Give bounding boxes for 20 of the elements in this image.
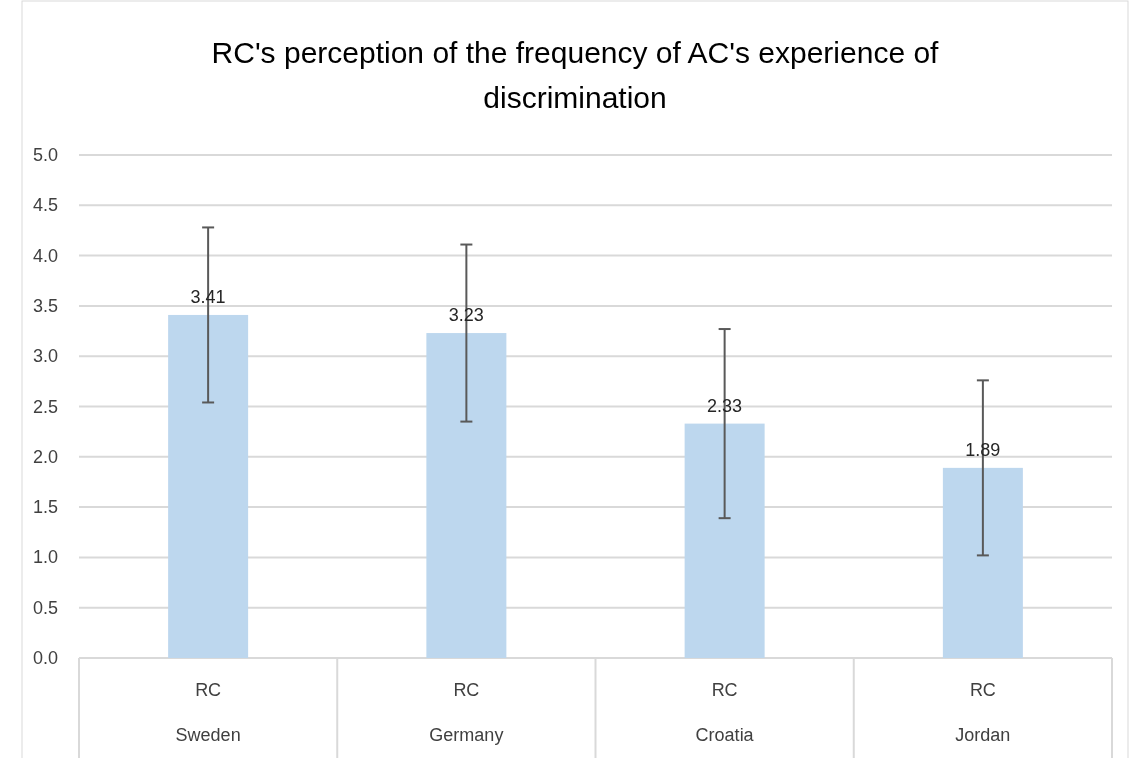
category-label: RC Sweden bbox=[175, 680, 241, 745]
y-tick-label: 3.5 bbox=[32, 295, 58, 316]
y-tick-label: 4.5 bbox=[32, 195, 58, 216]
category-label: RC Jordan bbox=[955, 680, 1011, 745]
bar bbox=[942, 467, 1023, 658]
y-tick-label: 3.0 bbox=[32, 346, 58, 367]
bar bbox=[426, 333, 507, 658]
y-tick-label: 1.5 bbox=[32, 497, 58, 518]
bar bbox=[684, 423, 765, 658]
category-label: RC Germany bbox=[429, 680, 504, 745]
y-tick-label: 0.0 bbox=[32, 648, 58, 668]
y-tick-label: 2.5 bbox=[32, 396, 58, 417]
category-label: RC Croatia bbox=[695, 680, 754, 745]
y-tick-label: 5.0 bbox=[32, 145, 58, 165]
bar bbox=[168, 314, 249, 658]
y-tick-label: 0.5 bbox=[32, 597, 58, 618]
y-tick-label: 2.0 bbox=[32, 446, 58, 467]
y-tick-label: 1.0 bbox=[32, 547, 58, 568]
chart-title: RC's perception of the frequency of AC's experience of discrimination bbox=[211, 36, 940, 114]
y-tick-label: 4.0 bbox=[32, 245, 58, 266]
